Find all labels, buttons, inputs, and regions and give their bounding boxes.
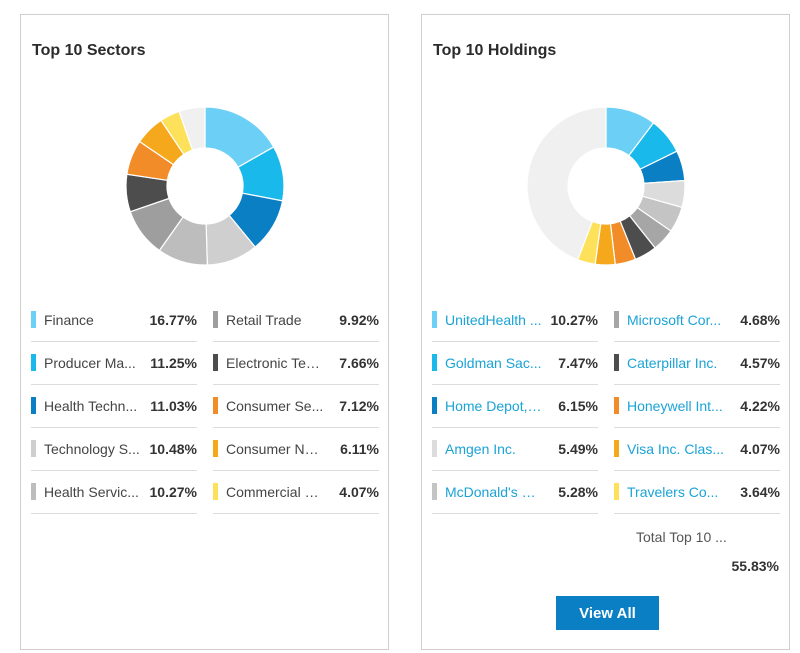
legend-percent: 11.25% [150, 355, 197, 371]
legend-label[interactable]: Microsoft Cor... [627, 312, 722, 328]
legend-swatch [614, 440, 619, 457]
legend-swatch [31, 311, 36, 328]
total-label: Total Top 10 ... [636, 529, 727, 545]
legend-swatch [213, 483, 218, 500]
legend-label: Health Servic... [44, 484, 139, 500]
legend-percent: 10.27% [550, 312, 598, 328]
legend-swatch [614, 483, 619, 500]
top-sectors-panel: Top 10 Sectors Finance 16.77% Producer Ma.… [20, 14, 389, 650]
legend-swatch [31, 397, 36, 414]
legend-swatch [31, 354, 36, 371]
legend-column: Microsoft Cor... 4.68% Caterpillar Inc. 4.5… [614, 299, 780, 514]
legend-swatch [614, 311, 619, 328]
legend-item[interactable]: UnitedHealth ... 10.27% [432, 299, 598, 342]
legend-label: Commercial S... [226, 484, 324, 500]
legend-percent: 7.66% [339, 355, 379, 371]
donut-slice-other [526, 106, 607, 261]
legend-item: Health Servic... 10.27% [31, 471, 197, 514]
legend-swatch [213, 440, 218, 457]
legend-percent: 3.64% [740, 484, 780, 500]
legend-item: Electronic Tec... 7.66% [213, 342, 379, 385]
legend-percent: 4.07% [740, 441, 780, 457]
legend-percent: 9.92% [339, 312, 379, 328]
legend-swatch [432, 440, 437, 457]
legend-label: Finance [44, 312, 94, 328]
legend-label: Consumer Se... [226, 398, 324, 414]
legend-swatch [213, 397, 218, 414]
legend-label: Electronic Tec... [226, 355, 324, 371]
legend-item[interactable]: Caterpillar Inc. 4.57% [614, 342, 780, 385]
legend-percent: 5.49% [558, 441, 598, 457]
legend-percent: 4.68% [740, 312, 780, 328]
legend-label[interactable]: Honeywell Int... [627, 398, 723, 414]
legend-item: Commercial S... 4.07% [213, 471, 379, 514]
legend-label[interactable]: McDonald's C... [445, 484, 543, 500]
legend-label[interactable]: Travelers Co... [627, 484, 719, 500]
legend-item: Consumer Se... 7.12% [213, 385, 379, 428]
legend-item: Finance 16.77% [31, 299, 197, 342]
legend-item[interactable]: Visa Inc. Clas... 4.07% [614, 428, 780, 471]
legend-label[interactable]: Visa Inc. Clas... [627, 441, 725, 457]
legend-percent: 10.27% [149, 484, 197, 500]
legend-item[interactable]: Microsoft Cor... 4.68% [614, 299, 780, 342]
legend-label[interactable]: UnitedHealth ... [445, 312, 542, 328]
top-holdings-panel: Top 10 Holdings UnitedHealth ... 10.27% Go… [421, 14, 790, 650]
legend-swatch [432, 483, 437, 500]
legend-item: Health Techn... 11.03% [31, 385, 197, 428]
legend-swatch [31, 440, 36, 457]
legend-percent: 4.07% [339, 484, 379, 500]
legend-label[interactable]: Amgen Inc. [445, 441, 516, 457]
legend-item: Consumer No... 6.11% [213, 428, 379, 471]
legend-swatch [213, 311, 218, 328]
legend-column: Finance 16.77% Producer Ma... 11.25% Health … [31, 299, 197, 514]
legend-item: Technology S... 10.48% [31, 428, 197, 471]
holdings-donut-chart [526, 106, 686, 266]
legend-swatch [31, 483, 36, 500]
total-value: 55.83% [731, 558, 779, 574]
legend-percent: 11.03% [150, 398, 197, 414]
panel-title: Top 10 Sectors [32, 42, 146, 59]
legend-percent: 10.48% [149, 441, 197, 457]
legend-item[interactable]: Travelers Co... 3.64% [614, 471, 780, 514]
legend-swatch [614, 397, 619, 414]
legend-percent: 6.15% [558, 398, 598, 414]
legend-label: Retail Trade [226, 312, 302, 328]
legend-percent: 4.57% [740, 355, 780, 371]
legend-percent: 6.11% [340, 441, 379, 457]
legend-percent: 7.12% [339, 398, 379, 414]
legend-swatch [614, 354, 619, 371]
view-all-button[interactable]: View All [556, 596, 659, 630]
legend-item[interactable]: Honeywell Int... 4.22% [614, 385, 780, 428]
panel-title: Top 10 Holdings [433, 42, 557, 59]
legend-percent: 16.77% [149, 312, 197, 328]
legend-column: Retail Trade 9.92% Electronic Tec... 7.66% C… [213, 299, 379, 514]
legend-swatch [432, 354, 437, 371]
legend-percent: 7.47% [558, 355, 598, 371]
legend-item[interactable]: Amgen Inc. 5.49% [432, 428, 598, 471]
legend-label: Consumer No... [226, 441, 324, 457]
legend-item[interactable]: Home Depot, ... 6.15% [432, 385, 598, 428]
legend-label[interactable]: Home Depot, ... [445, 398, 543, 414]
legend-item[interactable]: Goldman Sac... 7.47% [432, 342, 598, 385]
legend-item[interactable]: McDonald's C... 5.28% [432, 471, 598, 514]
legend-swatch [432, 397, 437, 414]
legend-label: Technology S... [44, 441, 140, 457]
legend-label[interactable]: Goldman Sac... [445, 355, 542, 371]
legend-label: Health Techn... [44, 398, 138, 414]
legend-swatch [213, 354, 218, 371]
legend-label: Producer Ma... [44, 355, 136, 371]
legend-label[interactable]: Caterpillar Inc. [627, 355, 718, 371]
legend-percent: 4.22% [740, 398, 780, 414]
sectors-donut-chart [125, 106, 285, 266]
legend-item: Producer Ma... 11.25% [31, 342, 197, 385]
legend-swatch [432, 311, 437, 328]
legend-percent: 5.28% [558, 484, 598, 500]
legend-column: UnitedHealth ... 10.27% Goldman Sac... 7.47… [432, 299, 598, 514]
legend-item: Retail Trade 9.92% [213, 299, 379, 342]
donut-slice-other [178, 106, 206, 151]
